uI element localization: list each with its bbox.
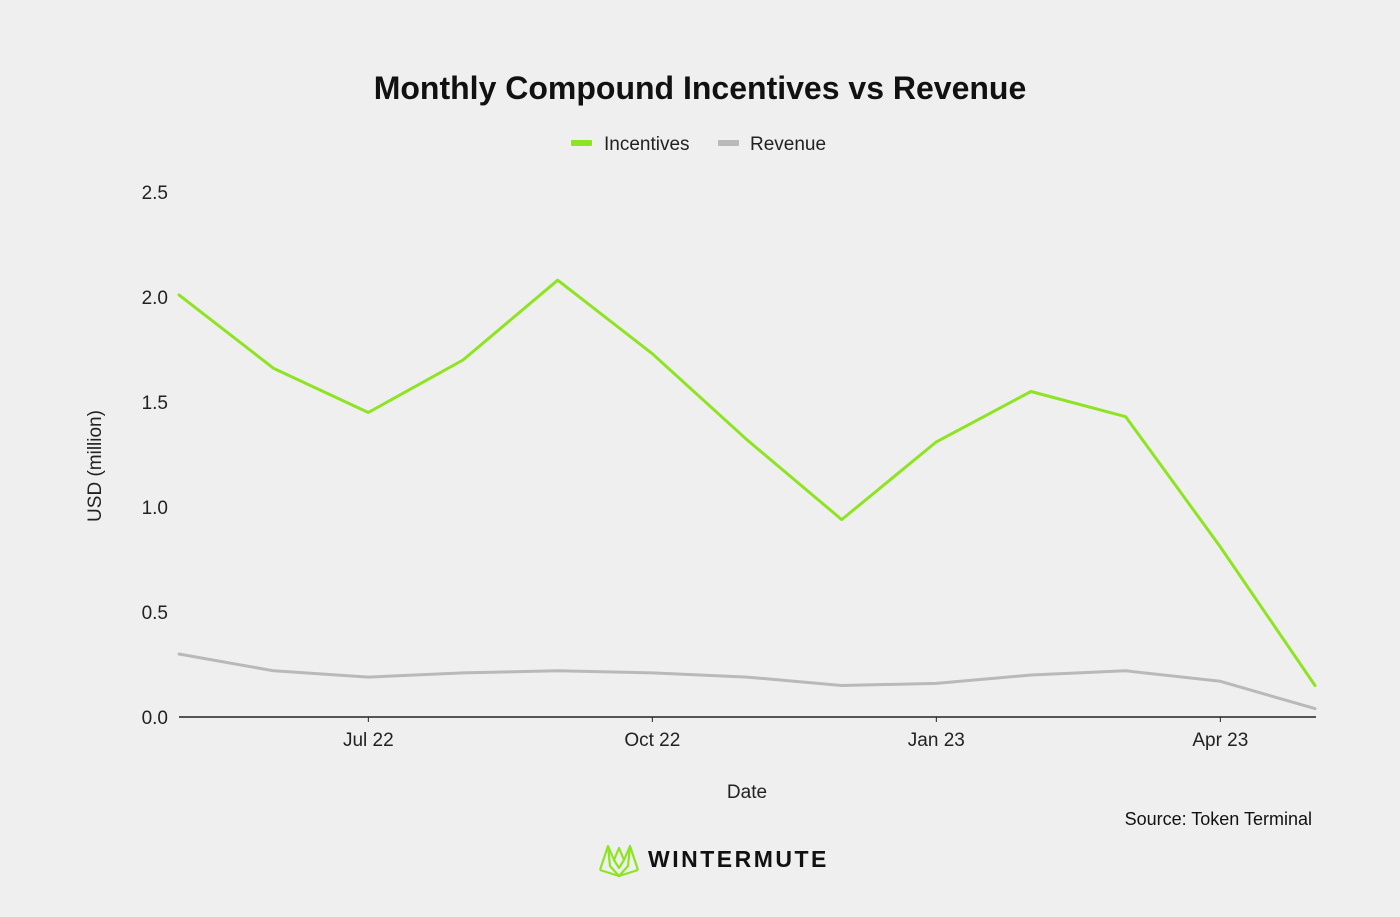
x-axis-ticks: Jul 22 Oct 22 Jan 23 Apr 23 — [343, 717, 1248, 751]
legend-swatch-revenue — [718, 140, 739, 146]
series-layer — [177, 278, 1317, 711]
brand-name: WINTERMUTE — [648, 846, 829, 872]
legend-label-revenue: Revenue — [750, 134, 826, 155]
x-tick-label: Apr 23 — [1192, 730, 1248, 751]
x-axis-label: Date — [727, 782, 767, 803]
series-line-revenue — [177, 652, 1317, 711]
y-axis-ticks: 0.0 0.5 1.0 1.5 2.0 2.5 — [142, 183, 168, 729]
chart-title: Monthly Compound Incentives vs Revenue — [374, 70, 1027, 106]
legend-label-incentives: Incentives — [604, 134, 690, 155]
y-tick-label: 2.0 — [142, 288, 168, 309]
y-tick-label: 1.0 — [142, 498, 168, 519]
y-tick-label: 1.5 — [142, 393, 168, 414]
y-tick-label: 0.0 — [142, 708, 168, 729]
x-tick-label: Jul 22 — [343, 730, 394, 751]
legend: Incentives Revenue — [571, 134, 826, 155]
y-tick-label: 0.5 — [142, 603, 168, 624]
series-line-incentives — [177, 278, 1317, 687]
legend-swatch-incentives — [571, 140, 592, 146]
x-tick-label: Oct 22 — [624, 730, 680, 751]
x-tick-label: Jan 23 — [908, 730, 965, 751]
wintermute-logo-icon — [598, 844, 640, 878]
source-note: Source: Token Terminal — [1125, 809, 1312, 829]
y-tick-label: 2.5 — [142, 183, 168, 204]
brand: WINTERMUTE — [598, 844, 829, 878]
y-axis-label: USD (million) — [85, 410, 106, 522]
